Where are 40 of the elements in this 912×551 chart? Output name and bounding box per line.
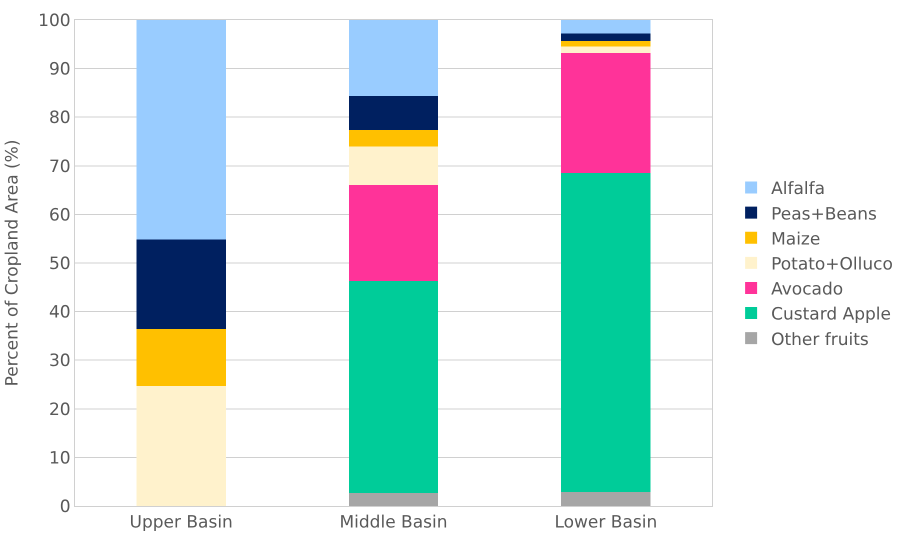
bar (561, 53, 650, 174)
y-tick-label: 10 (48, 448, 71, 468)
y-tick-label: 0 (60, 496, 71, 517)
bar (348, 96, 438, 130)
legend-label: Potato+Olluco (771, 254, 893, 274)
bar (348, 185, 438, 281)
bar (561, 492, 650, 506)
bar (561, 173, 650, 492)
bar (136, 20, 226, 240)
y-tick-label: 100 (38, 10, 71, 31)
y-tick-label: 70 (48, 156, 71, 177)
bar (348, 20, 438, 96)
x-tick-label: Middle Basin (340, 512, 448, 532)
legend-label: Alfalfa (771, 179, 825, 200)
y-tick-label: 80 (48, 108, 71, 128)
bar (561, 40, 650, 47)
bar (561, 20, 650, 34)
bar (136, 329, 226, 386)
y-tick-label: 40 (48, 302, 71, 323)
y-tick-label: 90 (48, 60, 71, 80)
bar (348, 146, 438, 186)
y-axis-title: Percent of Cropland Area (%) (2, 140, 23, 386)
y-tick-label: 50 (48, 254, 71, 274)
bar (136, 240, 226, 330)
legend-label: Custard Apple (771, 304, 891, 325)
bar (561, 46, 650, 54)
bar (348, 280, 438, 493)
y-tick-label: 60 (48, 205, 71, 226)
legend-label: Other fruits (771, 330, 869, 350)
y-tick-label: 30 (48, 351, 71, 372)
bar (348, 130, 438, 146)
bar (348, 492, 438, 506)
x-tick-label: Lower Basin (554, 512, 658, 532)
bar (136, 386, 226, 506)
x-tick-label: Upper Basin (130, 512, 233, 532)
bar (561, 34, 650, 41)
legend-label: Avocado (771, 280, 844, 300)
legend-label: Maize (771, 229, 820, 250)
legend-label: Peas+Beans (771, 204, 878, 224)
y-tick-label: 20 (48, 400, 71, 420)
